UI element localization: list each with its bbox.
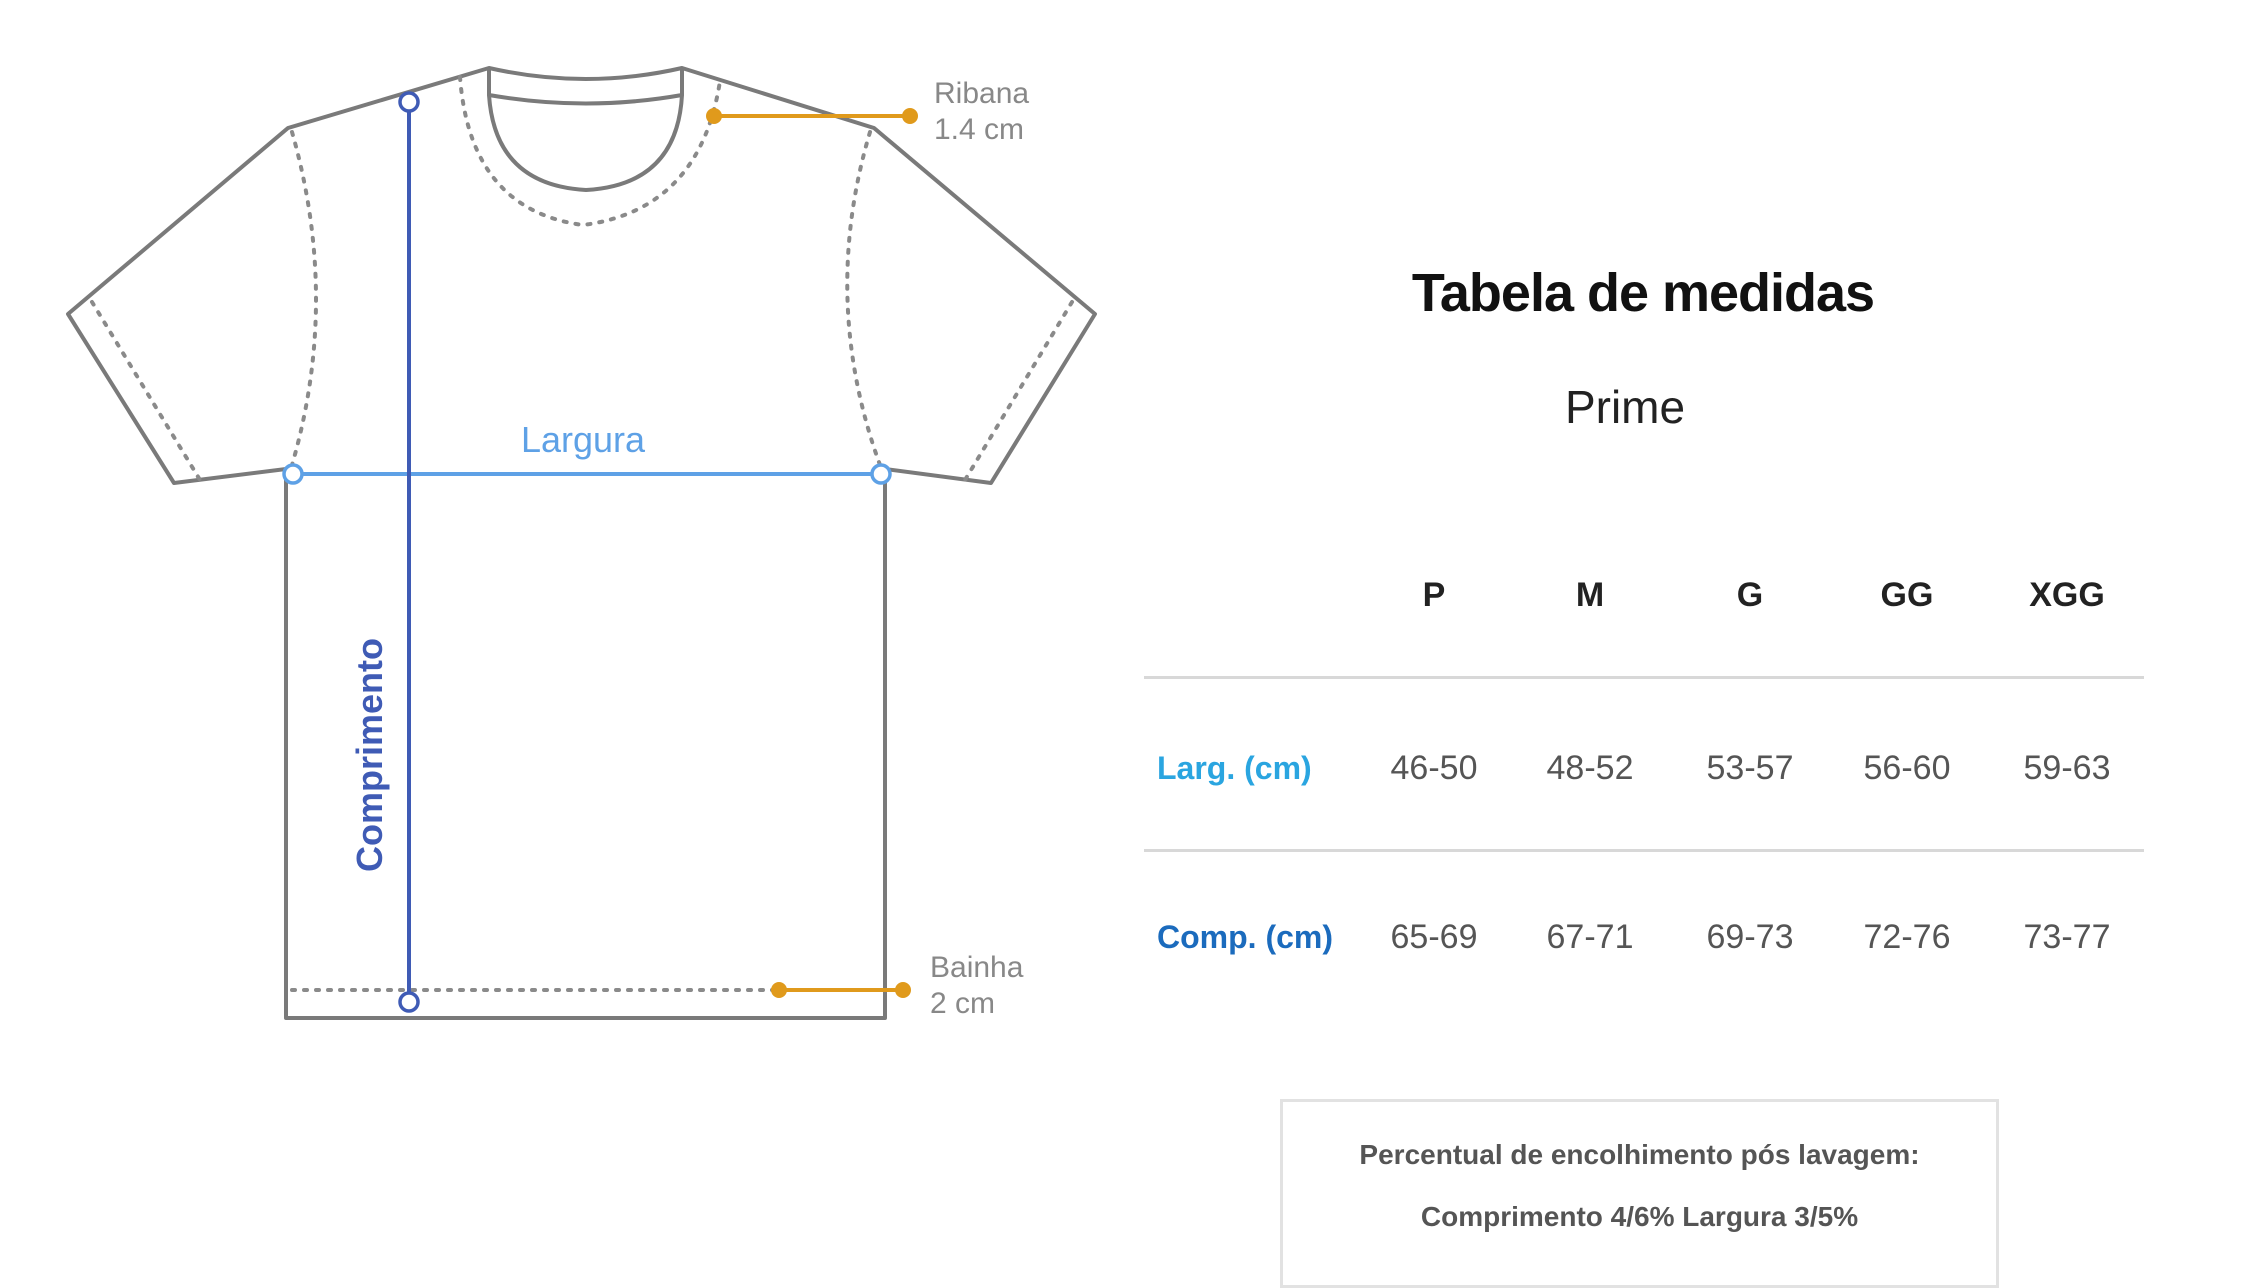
table-divider bbox=[1144, 676, 2144, 679]
table-cell: 53-57 bbox=[1706, 749, 1794, 787]
table-subtitle: Prime bbox=[1564, 381, 1686, 433]
row-label-width: Larg. (cm) bbox=[1157, 750, 1312, 786]
table-cell: 56-60 bbox=[1863, 749, 1951, 787]
row-label-length: Comp. (cm) bbox=[1157, 919, 1333, 955]
hem-callout: Bainha 2 cm bbox=[930, 950, 1023, 1022]
collar-measure bbox=[706, 108, 918, 124]
table-cell: 65-69 bbox=[1390, 918, 1478, 956]
tshirt-diagram: Largura Comprimento bbox=[66, 66, 1097, 1020]
table-cell: 73-77 bbox=[2023, 918, 2111, 956]
shrinkage-note-line2: Comprimento 4/6% Largura 3/5% bbox=[1420, 1201, 1859, 1232]
table-cell: 59-63 bbox=[2023, 749, 2111, 787]
hem-name: Bainha bbox=[930, 951, 1024, 984]
size-header: XGG bbox=[2029, 576, 2105, 614]
collar-callout: Ribana 1.4 cm bbox=[934, 76, 1029, 148]
length-measure: Comprimento bbox=[349, 91, 420, 1013]
table-divider bbox=[1144, 849, 2144, 852]
hem-measure bbox=[771, 982, 911, 998]
size-header: M bbox=[1575, 576, 1605, 614]
collar-value: 1.4 cm bbox=[934, 113, 1025, 146]
shrinkage-note: Percentual de encolhimento pós lavagem: … bbox=[1280, 1099, 1999, 1288]
width-measure: Largura bbox=[282, 419, 892, 485]
length-label: Comprimento bbox=[349, 638, 390, 872]
size-header: P bbox=[1422, 576, 1446, 614]
size-header: GG bbox=[1880, 576, 1934, 614]
width-label: Largura bbox=[521, 419, 646, 460]
shrinkage-note-line1: Percentual de encolhimento pós lavagem: bbox=[1359, 1139, 1920, 1170]
table-title: Tabela de medidas bbox=[1411, 263, 1875, 323]
table-cell: 46-50 bbox=[1390, 749, 1478, 787]
stitch-lines bbox=[90, 75, 1074, 992]
hem-value: 2 cm bbox=[930, 987, 996, 1020]
table-cell: 69-73 bbox=[1706, 918, 1794, 956]
table-cell: 72-76 bbox=[1863, 918, 1951, 956]
size-header: G bbox=[1736, 576, 1764, 614]
table-cell: 48-52 bbox=[1546, 749, 1634, 787]
tshirt-outline bbox=[66, 66, 1097, 1020]
table-cell: 67-71 bbox=[1546, 918, 1634, 956]
collar-name: Ribana bbox=[934, 77, 1030, 110]
